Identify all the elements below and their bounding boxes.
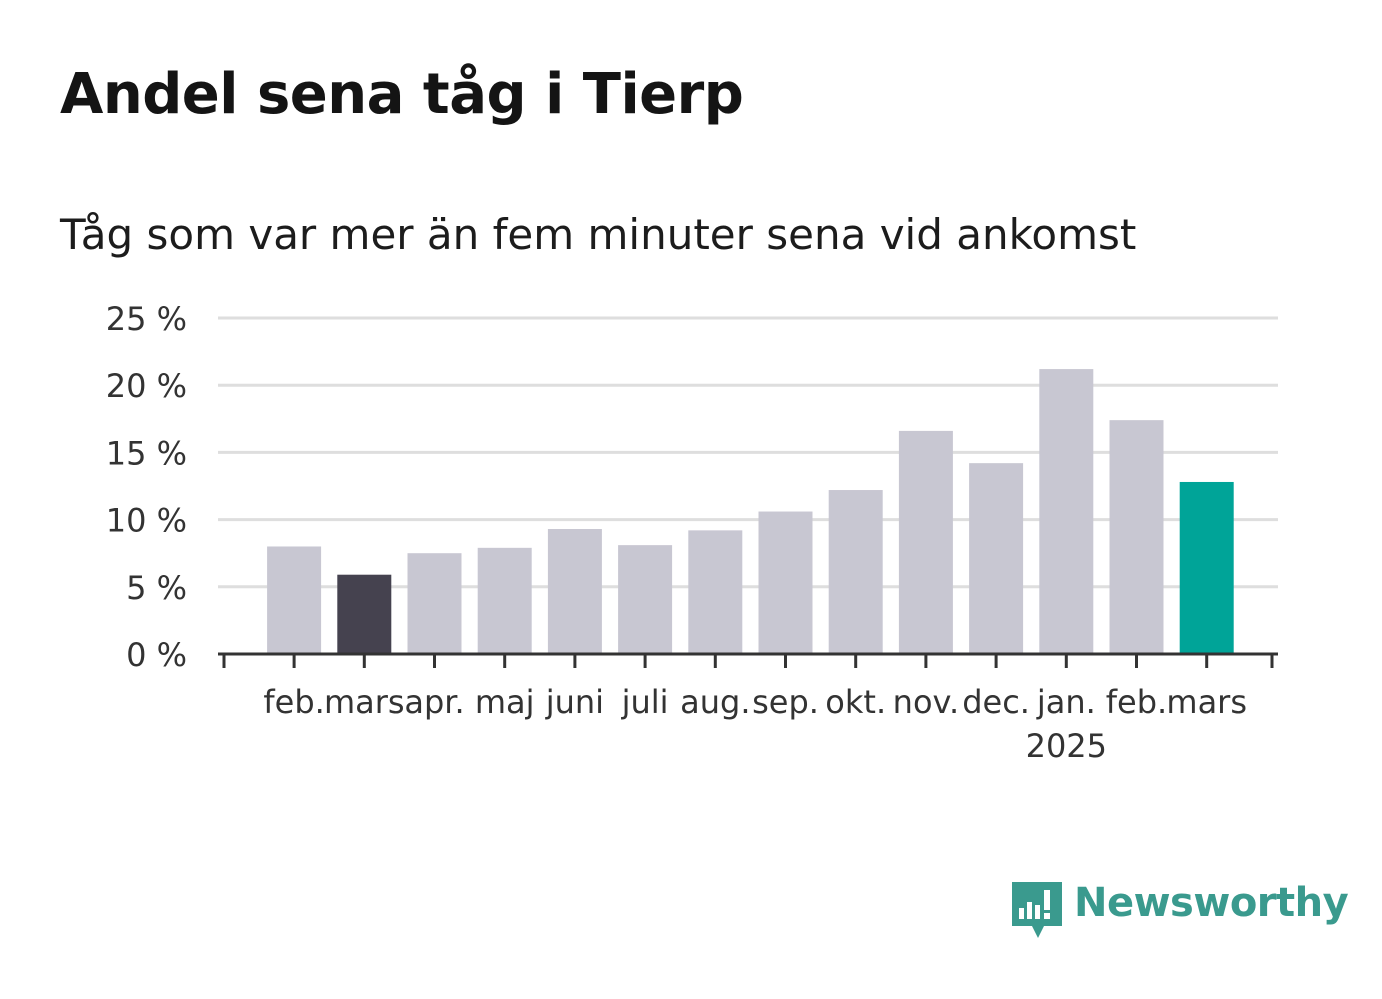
chart-title: Andel sena tåg i Tierp	[60, 62, 744, 127]
x-axis	[218, 652, 1278, 668]
x-tick-label: okt.	[825, 683, 886, 721]
x-tick-label: nov.	[893, 683, 959, 721]
x-year-label: 2025	[1026, 727, 1107, 765]
y-tick-label: 5 %	[126, 569, 187, 607]
bar	[267, 546, 322, 654]
y-axis-labels: 0 % 5 % 10 % 15 % 20 % 25 %	[106, 300, 187, 674]
y-tick-label: 20 %	[106, 367, 187, 405]
bar	[477, 547, 532, 654]
x-tick-label: dec.	[962, 683, 1030, 721]
x-tick-label: feb.	[263, 683, 324, 721]
bar	[898, 430, 953, 654]
bar	[337, 574, 392, 654]
x-tick-label: juli	[621, 683, 669, 721]
x-tick-label: aug.	[680, 683, 750, 721]
y-tick-label: 10 %	[106, 502, 187, 540]
grid-layer	[218, 316, 1278, 589]
bar	[828, 490, 883, 654]
x-tick-label: sep.	[752, 683, 819, 721]
bar	[758, 511, 813, 654]
bar	[1039, 369, 1094, 654]
x-tick-label: feb.	[1106, 683, 1167, 721]
x-tick-label: juni	[545, 683, 604, 721]
bar	[1179, 481, 1234, 654]
y-tick-label: 0 %	[126, 636, 187, 674]
x-tick-label: apr.	[404, 683, 464, 721]
y-tick-label: 25 %	[106, 300, 187, 338]
chart-subtitle: Tåg som var mer än fem minuter sena vid …	[60, 210, 1137, 259]
bar	[407, 553, 462, 654]
bar	[688, 530, 743, 654]
bar	[547, 529, 602, 654]
bars	[267, 369, 1234, 654]
x-tick-label: jan.	[1036, 683, 1096, 721]
x-axis-labels: feb. mars apr. maj juni juli aug. sep. okt. nov. d…	[263, 683, 1247, 765]
brand-name: Newsworthy	[1074, 880, 1349, 926]
bar	[618, 545, 673, 654]
bar	[969, 463, 1024, 654]
y-tick-label: 15 %	[106, 434, 187, 472]
brand-logo: Newsworthy	[1010, 880, 1349, 940]
x-tick-label: mars	[1166, 683, 1247, 721]
x-tick-label: maj	[475, 683, 535, 721]
bar	[1109, 420, 1164, 654]
newsworthy-logo-icon	[1012, 882, 1062, 938]
x-tick-label: mars	[324, 683, 405, 721]
